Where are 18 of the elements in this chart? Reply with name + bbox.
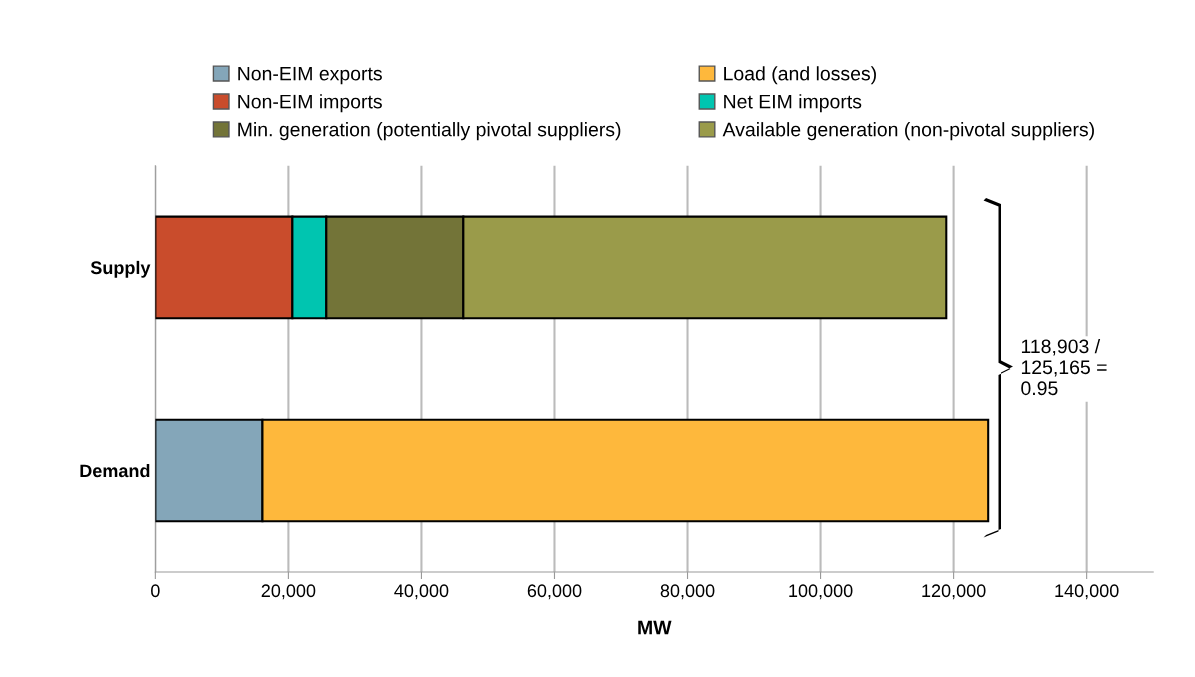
annotation: 118,903 / 125,165 = 0.95 <box>1021 338 1107 396</box>
x-tick-label: 40,000 <box>394 584 449 600</box>
legend-label: Net EIM imports <box>724 94 862 113</box>
x-tick-label: 120,000 <box>922 584 986 600</box>
x-tick-label: 140,000 <box>1055 584 1119 600</box>
legend-label: Load (and losses) <box>724 66 876 85</box>
x-axis-title: MW <box>638 620 672 635</box>
y-tick-label: Demand <box>80 463 150 478</box>
x-tick-label: 20,000 <box>261 584 316 600</box>
legend-label: Non-EIM exports <box>238 66 382 85</box>
x-tick-label: 80,000 <box>660 584 715 600</box>
legend-label: Min. generation (potentially pivotal suppliers) <box>238 122 621 141</box>
x-tick-label: 100,000 <box>789 584 853 600</box>
x-tick-label: 0 <box>151 584 160 598</box>
x-tick-label: 60,000 <box>527 584 582 600</box>
legend-label: Non-EIM imports <box>238 94 382 113</box>
legend-label: Available generation (non-pivotal suppliers) <box>722 122 1094 141</box>
y-tick-label: Supply <box>90 260 151 278</box>
